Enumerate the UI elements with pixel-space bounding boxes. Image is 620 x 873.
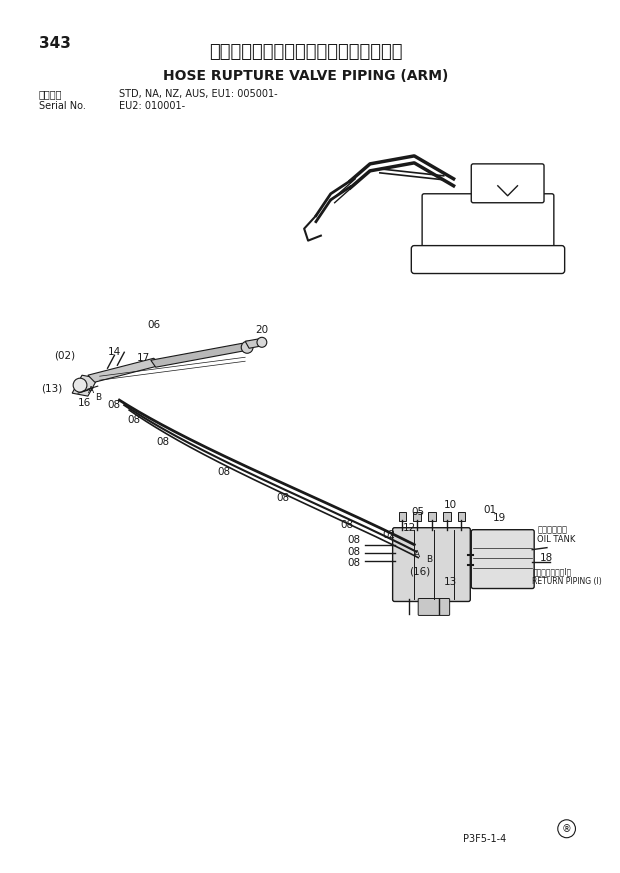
FancyBboxPatch shape	[411, 245, 565, 273]
Text: A: A	[88, 386, 94, 395]
Text: 08: 08	[157, 437, 170, 447]
FancyBboxPatch shape	[428, 512, 436, 520]
FancyBboxPatch shape	[414, 512, 421, 520]
Text: A: A	[414, 550, 420, 559]
FancyBboxPatch shape	[418, 599, 450, 615]
Text: 01: 01	[483, 505, 496, 515]
Text: B: B	[95, 393, 101, 402]
FancyBboxPatch shape	[471, 164, 544, 203]
Text: B: B	[426, 555, 432, 564]
Text: オイルタンク: オイルタンク	[537, 526, 567, 534]
Text: 14: 14	[107, 347, 121, 357]
Text: 08: 08	[340, 519, 353, 530]
FancyBboxPatch shape	[422, 194, 554, 263]
Text: リターン配管（I）: リターン配管（I）	[532, 567, 572, 576]
Text: 02: 02	[383, 530, 396, 540]
FancyBboxPatch shape	[458, 512, 466, 520]
Circle shape	[73, 378, 87, 392]
FancyBboxPatch shape	[399, 512, 406, 520]
Text: P3F5-1-4: P3F5-1-4	[463, 834, 507, 843]
Text: 17: 17	[137, 354, 150, 363]
Circle shape	[257, 337, 267, 347]
Text: 12: 12	[402, 523, 416, 533]
Text: (13): (13)	[41, 383, 63, 393]
FancyBboxPatch shape	[471, 530, 534, 588]
FancyBboxPatch shape	[443, 512, 451, 520]
Text: 13: 13	[444, 576, 457, 587]
Text: 18: 18	[540, 553, 553, 562]
Polygon shape	[72, 375, 98, 396]
Text: 08: 08	[127, 415, 140, 425]
Text: 16: 16	[78, 398, 91, 408]
Text: 08: 08	[347, 546, 360, 557]
Text: 08: 08	[218, 467, 231, 477]
Text: 08: 08	[347, 534, 360, 545]
Text: 05: 05	[411, 506, 424, 517]
FancyBboxPatch shape	[392, 527, 471, 601]
Text: 08: 08	[277, 492, 290, 503]
Circle shape	[241, 341, 253, 354]
Polygon shape	[245, 339, 265, 348]
Text: 適用号機: 適用号機	[38, 89, 62, 100]
Polygon shape	[151, 343, 247, 368]
Text: ®: ®	[562, 824, 572, 834]
Text: 08: 08	[107, 400, 121, 410]
Text: (16): (16)	[409, 567, 431, 576]
Text: EU2: 010001-: EU2: 010001-	[120, 101, 185, 111]
Text: RETURN PIPING (I): RETURN PIPING (I)	[532, 577, 602, 586]
Text: 20: 20	[255, 326, 268, 335]
Text: (02): (02)	[54, 350, 75, 361]
Text: Serial No.: Serial No.	[38, 101, 86, 111]
Text: 06: 06	[147, 320, 160, 330]
Text: 10: 10	[444, 499, 457, 510]
Text: OIL TANK: OIL TANK	[537, 535, 575, 544]
Text: HOSE RUPTURE VALVE PIPING (ARM): HOSE RUPTURE VALVE PIPING (ARM)	[164, 69, 449, 83]
Text: 08: 08	[347, 558, 360, 567]
Text: 343: 343	[38, 37, 71, 52]
Text: STD, NA, NZ, AUS, EU1: 005001-: STD, NA, NZ, AUS, EU1: 005001-	[120, 89, 278, 100]
Text: 19: 19	[493, 512, 506, 523]
Polygon shape	[88, 358, 161, 382]
Text: ホースラプチャーバルブ配管（アーム）: ホースラプチャーバルブ配管（アーム）	[210, 44, 403, 61]
